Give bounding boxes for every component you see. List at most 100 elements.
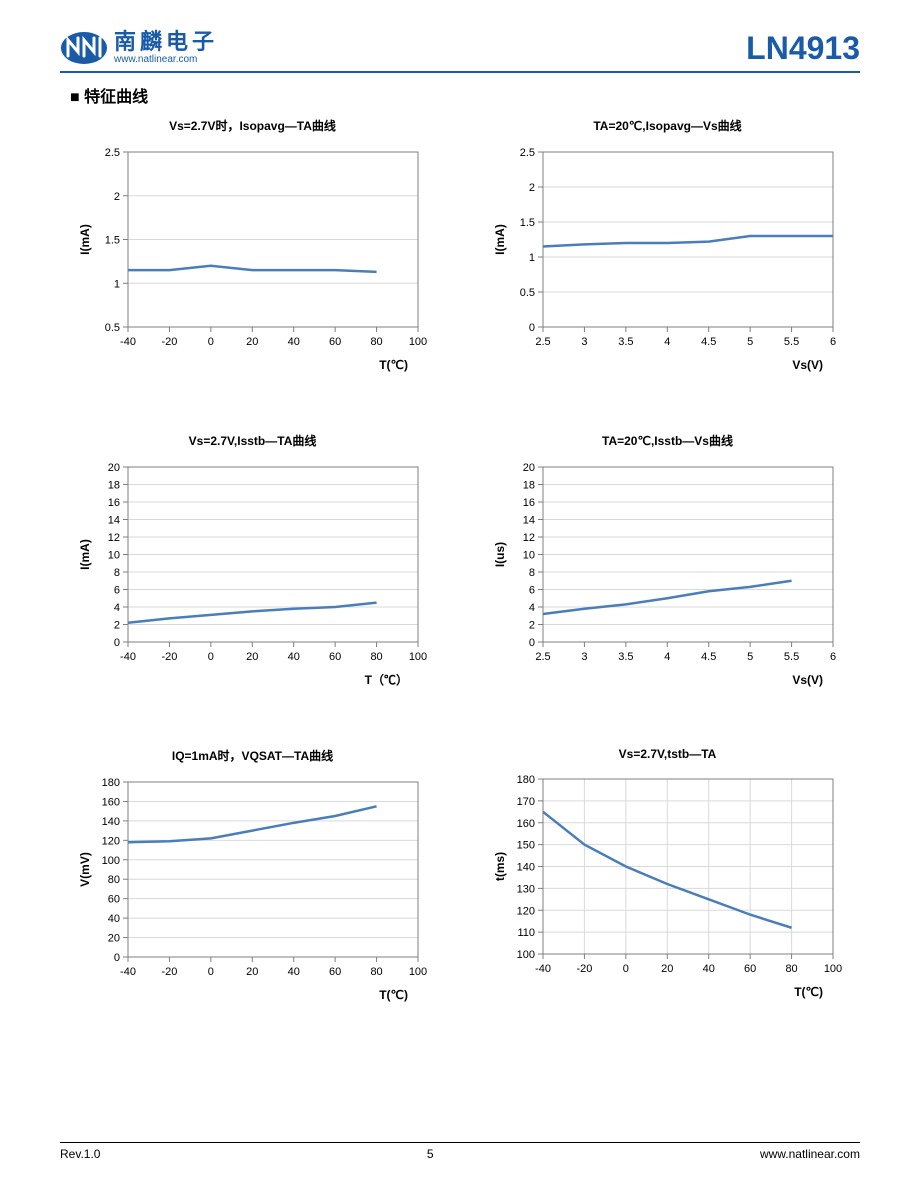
- svg-text:I(mA): I(mA): [78, 539, 92, 570]
- svg-text:T(℃): T(℃): [794, 985, 823, 999]
- svg-text:Vs(V): Vs(V): [792, 673, 823, 687]
- page-footer: Rev.1.0 5 www.natlinear.com: [60, 1142, 860, 1161]
- chart-svg: 2.533.544.555.5602468101214161820Vs(V)I(…: [488, 457, 848, 697]
- svg-text:130: 130: [516, 883, 534, 895]
- svg-text:6: 6: [528, 585, 534, 597]
- logo-text: 南麟电子 www.natlinear.com: [114, 31, 218, 65]
- svg-text:-40: -40: [120, 336, 136, 348]
- svg-text:20: 20: [246, 966, 258, 978]
- svg-text:18: 18: [522, 480, 534, 492]
- chart-cell: Vs=2.7V,tstb—TA-40-200204060801001001101…: [475, 747, 860, 1012]
- svg-text:170: 170: [516, 796, 534, 808]
- svg-text:4: 4: [528, 602, 534, 614]
- svg-text:4.5: 4.5: [701, 336, 716, 348]
- footer-page: 5: [427, 1147, 434, 1161]
- svg-text:0: 0: [622, 963, 628, 975]
- svg-text:12: 12: [107, 532, 119, 544]
- svg-text:V(mV): V(mV): [78, 852, 92, 887]
- chart-cell: Vs=2.7V时，Isopavg—TA曲线-40-200204060801000…: [60, 117, 445, 382]
- footer-rev: Rev.1.0: [60, 1147, 100, 1161]
- svg-text:8: 8: [113, 567, 119, 579]
- svg-text:Vs(V): Vs(V): [792, 358, 823, 372]
- svg-text:180: 180: [101, 777, 119, 789]
- svg-text:0: 0: [207, 966, 213, 978]
- svg-text:4: 4: [113, 602, 119, 614]
- svg-text:160: 160: [516, 818, 534, 830]
- svg-text:3: 3: [581, 651, 587, 663]
- svg-text:80: 80: [370, 651, 382, 663]
- svg-text:0: 0: [207, 651, 213, 663]
- chart-title: Vs=2.7V时，Isopavg—TA曲线: [169, 117, 336, 134]
- svg-text:14: 14: [107, 515, 119, 527]
- svg-text:4.5: 4.5: [701, 651, 716, 663]
- logo-company-url: www.natlinear.com: [114, 55, 218, 65]
- svg-text:60: 60: [107, 894, 119, 906]
- svg-text:5.5: 5.5: [783, 651, 798, 663]
- svg-text:5: 5: [747, 651, 753, 663]
- svg-text:0.5: 0.5: [519, 287, 534, 299]
- chart-title: Vs=2.7V,Isstb—TA曲线: [189, 432, 317, 449]
- footer-url: www.natlinear.com: [760, 1147, 860, 1161]
- svg-text:4: 4: [664, 651, 670, 663]
- svg-text:14: 14: [522, 515, 534, 527]
- svg-text:10: 10: [107, 550, 119, 562]
- svg-text:100: 100: [408, 336, 426, 348]
- svg-text:140: 140: [516, 862, 534, 874]
- svg-text:5: 5: [747, 336, 753, 348]
- chart-title: TA=20℃,Isopavg—Vs曲线: [593, 117, 741, 134]
- svg-text:-20: -20: [161, 651, 177, 663]
- datasheet-page: 南麟电子 www.natlinear.com LN4913 ■ 特征曲线 Vs=…: [0, 0, 920, 1191]
- svg-text:2.5: 2.5: [519, 147, 534, 159]
- svg-text:40: 40: [287, 336, 299, 348]
- svg-text:-40: -40: [535, 963, 551, 975]
- svg-text:12: 12: [522, 532, 534, 544]
- svg-text:40: 40: [107, 913, 119, 925]
- svg-text:100: 100: [823, 963, 841, 975]
- chart-plot: -40-200204060801000204060801001201401601…: [73, 772, 433, 1012]
- charts-grid: Vs=2.7V时，Isopavg—TA曲线-40-200204060801000…: [60, 117, 860, 1012]
- svg-text:150: 150: [516, 840, 534, 852]
- svg-text:100: 100: [101, 855, 119, 867]
- svg-text:16: 16: [522, 497, 534, 509]
- svg-text:40: 40: [702, 963, 714, 975]
- svg-text:120: 120: [516, 905, 534, 917]
- svg-text:3: 3: [581, 336, 587, 348]
- svg-text:1: 1: [528, 252, 534, 264]
- svg-text:6: 6: [113, 585, 119, 597]
- svg-text:0: 0: [528, 637, 534, 649]
- svg-text:6: 6: [829, 651, 835, 663]
- chart-cell: IQ=1mA时，VQSAT—TA曲线-40-200204060801000204…: [60, 747, 445, 1012]
- svg-text:180: 180: [516, 774, 534, 786]
- chart-plot: -40-200204060801001001101201301401501601…: [488, 769, 848, 1009]
- svg-text:20: 20: [107, 933, 119, 945]
- svg-text:60: 60: [329, 651, 341, 663]
- svg-text:20: 20: [522, 462, 534, 474]
- svg-text:I(mA): I(mA): [78, 224, 92, 255]
- chart-svg: -40-200204060801000204060801001201401601…: [73, 772, 433, 1012]
- svg-text:2: 2: [528, 620, 534, 632]
- svg-text:1.5: 1.5: [519, 217, 534, 229]
- chart-title: IQ=1mA时，VQSAT—TA曲线: [172, 747, 333, 764]
- svg-text:40: 40: [287, 651, 299, 663]
- chart-cell: Vs=2.7V,Isstb—TA曲线-40-200204060801000246…: [60, 432, 445, 697]
- svg-text:2.5: 2.5: [104, 147, 119, 159]
- svg-text:60: 60: [329, 966, 341, 978]
- svg-text:100: 100: [516, 949, 534, 961]
- chart-plot: -40-2002040608010002468101214161820T（℃）I…: [73, 457, 433, 697]
- svg-text:20: 20: [246, 336, 258, 348]
- svg-text:2: 2: [113, 620, 119, 632]
- chart-svg: 2.533.544.555.5600.511.522.5Vs(V)I(mA): [488, 142, 848, 382]
- svg-text:80: 80: [785, 963, 797, 975]
- svg-text:0.5: 0.5: [104, 322, 119, 334]
- svg-text:8: 8: [528, 567, 534, 579]
- svg-text:4: 4: [664, 336, 670, 348]
- chart-svg: -40-200204060801000.511.522.5T(℃)I(mA): [73, 142, 433, 382]
- svg-text:3.5: 3.5: [618, 651, 633, 663]
- svg-text:110: 110: [517, 927, 535, 939]
- chart-plot: 2.533.544.555.5602468101214161820Vs(V)I(…: [488, 457, 848, 697]
- svg-text:140: 140: [101, 816, 119, 828]
- svg-text:I(mA): I(mA): [493, 224, 507, 255]
- svg-text:0: 0: [113, 952, 119, 964]
- chart-title: Vs=2.7V,tstb—TA: [619, 747, 717, 761]
- svg-text:-40: -40: [120, 651, 136, 663]
